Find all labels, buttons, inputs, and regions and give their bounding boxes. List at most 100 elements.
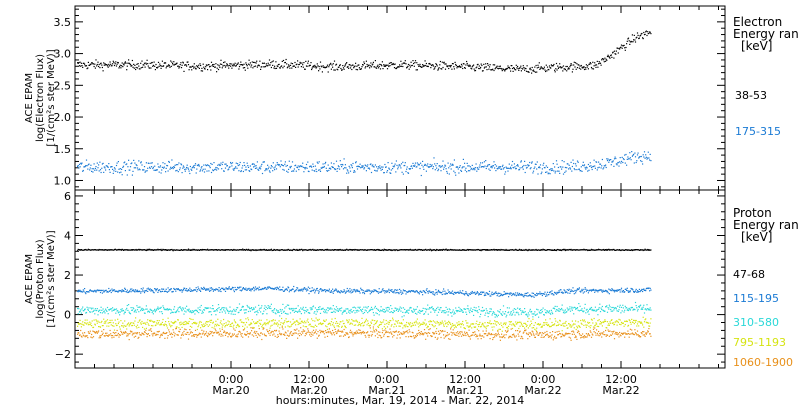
proton-point	[375, 289, 377, 292]
proton-point	[297, 289, 299, 291]
proton-point	[295, 249, 297, 251]
electron-point	[126, 65, 128, 67]
proton-point	[344, 249, 346, 251]
electron-point	[622, 45, 624, 47]
electron-point	[355, 68, 357, 71]
proton-point	[182, 289, 184, 291]
proton-point	[104, 312, 106, 314]
electron-point	[245, 166, 247, 168]
electron-point	[106, 165, 108, 167]
electron-point	[177, 65, 179, 67]
electron-point	[599, 163, 601, 165]
proton-point	[415, 308, 417, 310]
proton-point	[453, 311, 455, 313]
proton-point	[614, 289, 616, 292]
electron-point	[167, 65, 169, 67]
electron-legend-title-1: Electron	[733, 15, 782, 29]
proton-point	[420, 310, 422, 312]
proton-point	[132, 307, 134, 309]
proton-point	[361, 311, 363, 313]
electron-point	[502, 68, 505, 70]
proton-point	[201, 325, 204, 327]
electron-point	[93, 163, 95, 165]
proton-point	[584, 303, 586, 305]
proton-point	[377, 309, 380, 311]
electron-point	[203, 164, 205, 166]
proton-point	[216, 309, 218, 311]
electron-point	[161, 169, 163, 171]
proton-point	[325, 291, 327, 293]
proton-point	[115, 308, 118, 310]
electron-point	[193, 165, 195, 167]
electron-point	[640, 34, 642, 36]
proton-point	[181, 249, 183, 251]
electron-point	[465, 167, 467, 169]
proton-point	[333, 249, 335, 251]
proton-point	[202, 312, 204, 314]
proton-point	[231, 310, 234, 312]
electron-point	[204, 68, 206, 70]
electron-point	[386, 64, 388, 66]
electron-point	[162, 162, 164, 164]
electron-point	[642, 154, 644, 156]
electron-point	[488, 168, 490, 170]
electron-point	[626, 40, 628, 42]
electron-point	[513, 167, 515, 169]
proton-point	[203, 287, 206, 289]
proton-point	[455, 309, 457, 312]
proton-point	[466, 313, 468, 315]
proton-point	[126, 249, 128, 251]
electron-point	[200, 70, 202, 72]
proton-point	[110, 324, 112, 326]
electron-point	[558, 170, 560, 172]
proton-point	[357, 249, 359, 251]
xtick-time-label: 12:00	[293, 373, 325, 386]
electron-point	[102, 162, 104, 164]
proton-point	[446, 311, 448, 313]
electron-point	[533, 167, 535, 170]
proton-point	[278, 311, 280, 313]
proton-point	[94, 313, 96, 315]
proton-point	[174, 249, 176, 251]
proton-point	[450, 292, 452, 294]
electron-point	[101, 167, 103, 169]
electron-point	[409, 64, 411, 66]
proton-point	[410, 307, 412, 309]
electron-point	[290, 62, 292, 64]
proton-point	[289, 308, 291, 310]
electron-point	[405, 170, 407, 173]
electron-point	[189, 172, 191, 175]
proton-point	[155, 309, 157, 312]
proton-point	[201, 288, 204, 290]
electron-point	[87, 67, 89, 69]
proton-point	[435, 289, 437, 291]
proton-point	[430, 291, 432, 294]
proton-point	[328, 290, 330, 292]
proton-point	[488, 293, 490, 295]
electron-point	[138, 65, 140, 67]
proton-point	[439, 309, 441, 311]
proton-point	[620, 289, 622, 291]
proton-point	[494, 249, 496, 251]
proton-point	[257, 287, 259, 290]
proton-point	[352, 291, 354, 293]
electron-point	[300, 66, 302, 68]
proton-point	[335, 309, 337, 311]
electron-point	[264, 66, 266, 68]
electron-point	[130, 65, 132, 67]
electron-point	[130, 163, 132, 165]
proton-point	[544, 309, 546, 311]
proton-point	[238, 311, 240, 313]
proton-point	[646, 249, 648, 251]
proton-point	[517, 292, 519, 294]
proton-point	[380, 306, 382, 308]
proton-point	[619, 291, 621, 293]
proton-point	[182, 249, 184, 251]
electron-point	[473, 167, 475, 169]
proton-point	[190, 318, 192, 320]
proton-point	[650, 289, 652, 291]
electron-point	[581, 66, 583, 68]
proton-point	[367, 249, 369, 251]
proton-point	[595, 290, 597, 292]
electron-point	[193, 63, 195, 65]
